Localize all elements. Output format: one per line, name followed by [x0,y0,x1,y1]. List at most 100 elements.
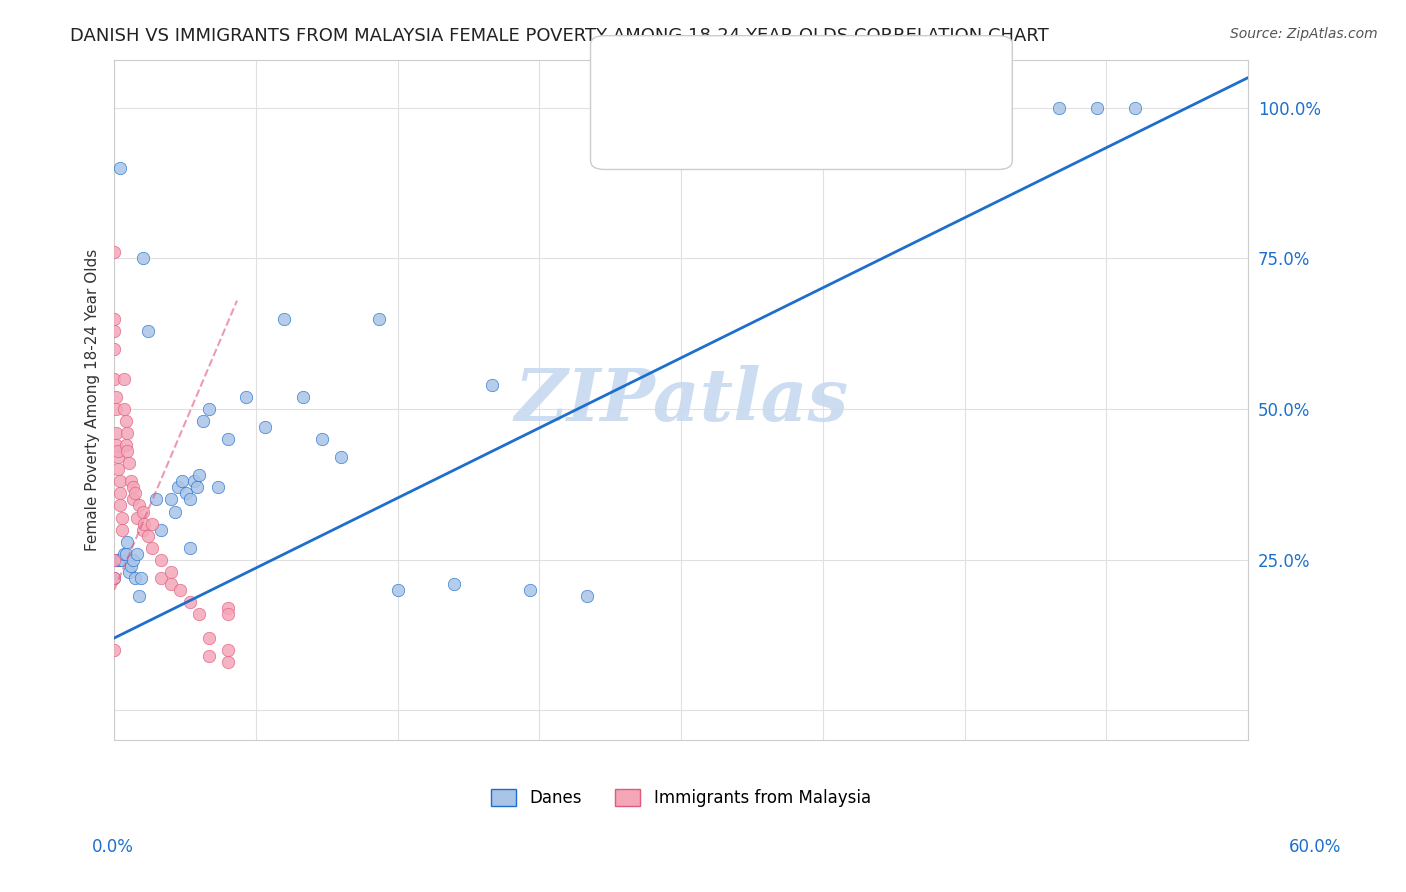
Point [179,595,201,609]
Point [197,402,219,417]
Point [125,510,148,524]
Point [235,390,257,404]
Point [122,552,145,566]
Point [292,390,315,404]
Point [186,480,208,494]
Point [112,547,135,561]
Point [122,480,145,494]
Point [112,402,135,417]
Point [481,378,503,392]
Point [183,475,205,489]
Point [141,516,163,531]
Point [131,504,153,518]
Point [217,607,239,621]
Point [134,516,156,531]
Point [120,558,142,573]
Point [387,582,409,597]
Point [103,324,125,338]
Point [103,643,125,657]
Point [118,456,141,470]
Point [108,475,131,489]
Point [217,432,239,446]
Point [118,565,141,579]
Point [111,552,134,566]
Point [105,426,128,441]
Point [367,311,389,326]
Point [114,547,136,561]
Point [160,565,183,579]
Point [150,571,173,585]
Point [105,438,128,452]
Point [108,499,131,513]
Point [575,589,598,603]
Point [108,161,131,175]
Point [111,523,134,537]
Point [114,438,136,452]
Point [163,504,186,518]
Point [107,444,129,458]
Point [105,390,128,404]
Point [141,541,163,555]
Point [114,414,136,428]
Point [217,601,239,615]
Point [111,510,134,524]
Point [128,589,150,603]
Point [107,462,129,476]
Point [172,475,194,489]
Point [125,547,148,561]
Point [124,571,146,585]
Point [174,486,197,500]
Point [105,402,128,417]
Point [107,450,129,465]
Point [179,541,201,555]
Point [103,245,125,260]
Point [191,414,214,428]
Point [117,444,139,458]
Point [129,571,152,585]
Point [1085,101,1108,115]
Point [117,534,139,549]
Point [217,643,239,657]
Point [188,468,211,483]
Point [169,582,191,597]
Point [150,552,173,566]
Point [254,420,277,434]
Point [167,480,190,494]
Point [207,480,229,494]
Point [160,492,183,507]
Point [197,631,219,645]
Point [108,486,131,500]
Point [120,475,142,489]
Point [103,372,125,386]
Text: ZIPatlas: ZIPatlas [515,365,848,435]
Point [128,499,150,513]
Point [136,528,159,542]
Point [150,523,173,537]
Point [107,552,129,566]
Legend: Danes, Immigrants from Malaysia: Danes, Immigrants from Malaysia [485,782,877,814]
Point [188,607,211,621]
Point [273,311,295,326]
Point [131,252,153,266]
Point [108,552,131,566]
Point [859,101,882,115]
Point [179,492,201,507]
Point [124,486,146,500]
Point [145,492,167,507]
Point [1123,101,1146,115]
Text: 0.0%: 0.0% [91,838,134,856]
Point [105,552,128,566]
Point [112,372,135,386]
Point [131,523,153,537]
Text: Source: ZipAtlas.com: Source: ZipAtlas.com [1230,27,1378,41]
Point [103,311,125,326]
Point [103,342,125,356]
Text: 60.0%: 60.0% [1288,838,1341,856]
Point [197,649,219,664]
Point [443,576,465,591]
Point [103,552,125,566]
Point [217,655,239,669]
Point [103,571,125,585]
Point [122,492,145,507]
Text: DANISH VS IMMIGRANTS FROM MALAYSIA FEMALE POVERTY AMONG 18-24 YEAR OLDS CORRELAT: DANISH VS IMMIGRANTS FROM MALAYSIA FEMAL… [70,27,1049,45]
